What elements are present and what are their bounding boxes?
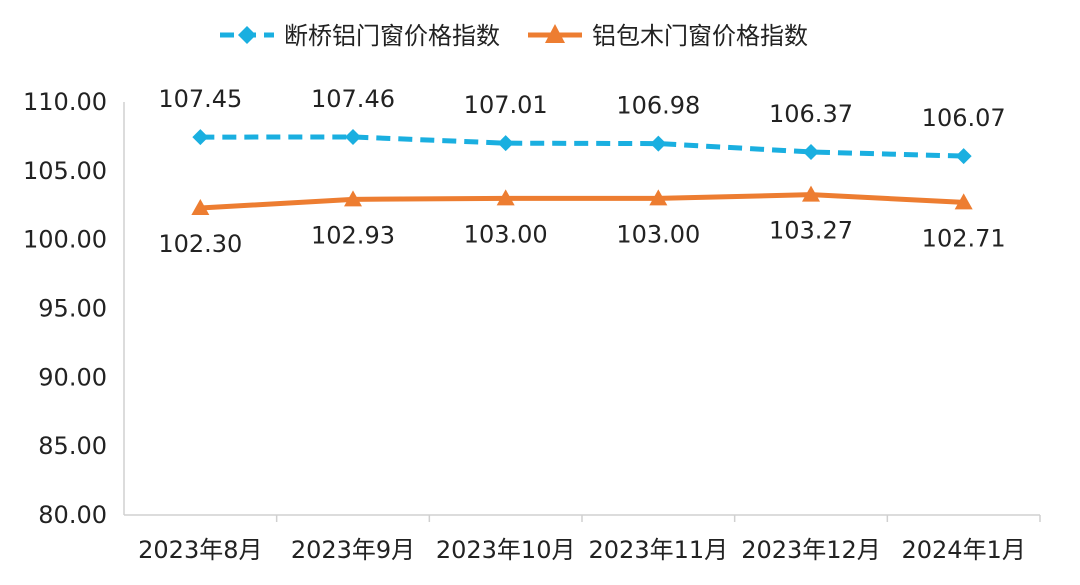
series-line-1 (200, 192, 964, 211)
data-point (803, 143, 819, 160)
data-point (802, 185, 820, 202)
legend-marker-1 (545, 24, 565, 43)
data-label: 102.93 (311, 221, 395, 249)
data-label: 106.07 (922, 104, 1006, 132)
data-point (496, 189, 515, 206)
y-tick-label: 90.00 (38, 363, 107, 391)
x-tick-label: 2023年10月 (436, 536, 576, 564)
data-label: 106.98 (616, 92, 700, 120)
data-label: 102.71 (922, 224, 1006, 252)
series-layer (191, 128, 973, 216)
axes: 80.00 85.00 90.00 95.00 100.00 105.00 110.00 20… (23, 88, 1041, 564)
label-layer: 107.45 107.46 107.01 106.98 106.37 106.07 102.… (158, 85, 1005, 258)
data-label: 107.01 (464, 91, 548, 119)
legend: 断桥铝门窗价格指数 铝包木门窗价格指数 (220, 22, 808, 50)
x-tick-label: 2023年9月 (291, 536, 415, 564)
y-tick-label: 110.00 (23, 88, 107, 116)
data-point (649, 189, 668, 206)
data-label: 107.46 (311, 85, 395, 113)
x-tick-label: 2023年8月 (138, 536, 262, 564)
data-point (344, 190, 362, 207)
data-point (192, 129, 209, 146)
data-point (497, 135, 514, 152)
y-tick-label: 105.00 (23, 157, 107, 185)
data-point (955, 148, 972, 165)
y-tick-label: 80.00 (38, 501, 107, 529)
x-tick-label: 2023年11月 (589, 536, 729, 564)
data-point (191, 199, 210, 216)
y-tick-label: 85.00 (38, 432, 107, 460)
data-point (954, 193, 973, 210)
data-point (650, 135, 667, 152)
legend-label-1: 铝包木门窗价格指数 (592, 22, 808, 50)
y-tick-label: 95.00 (38, 295, 107, 323)
data-label: 103.00 (616, 220, 700, 248)
series-line-0 (200, 134, 964, 159)
data-point (345, 128, 361, 145)
y-tick-label: 100.00 (23, 226, 107, 254)
x-tick-label: 2024年1月 (901, 536, 1025, 564)
legend-item-1: 铝包木门窗价格指数 (528, 22, 808, 50)
data-label: 106.37 (769, 100, 853, 128)
legend-label-0: 断桥铝门窗价格指数 (284, 22, 500, 50)
data-label: 103.27 (769, 217, 853, 245)
x-tick-label: 2023年12月 (741, 536, 881, 564)
legend-item-0: 断桥铝门窗价格指数 (220, 22, 500, 50)
data-label: 102.30 (158, 230, 242, 258)
data-label: 103.00 (464, 220, 548, 248)
legend-marker-0 (238, 26, 256, 44)
data-label: 107.45 (158, 85, 242, 113)
